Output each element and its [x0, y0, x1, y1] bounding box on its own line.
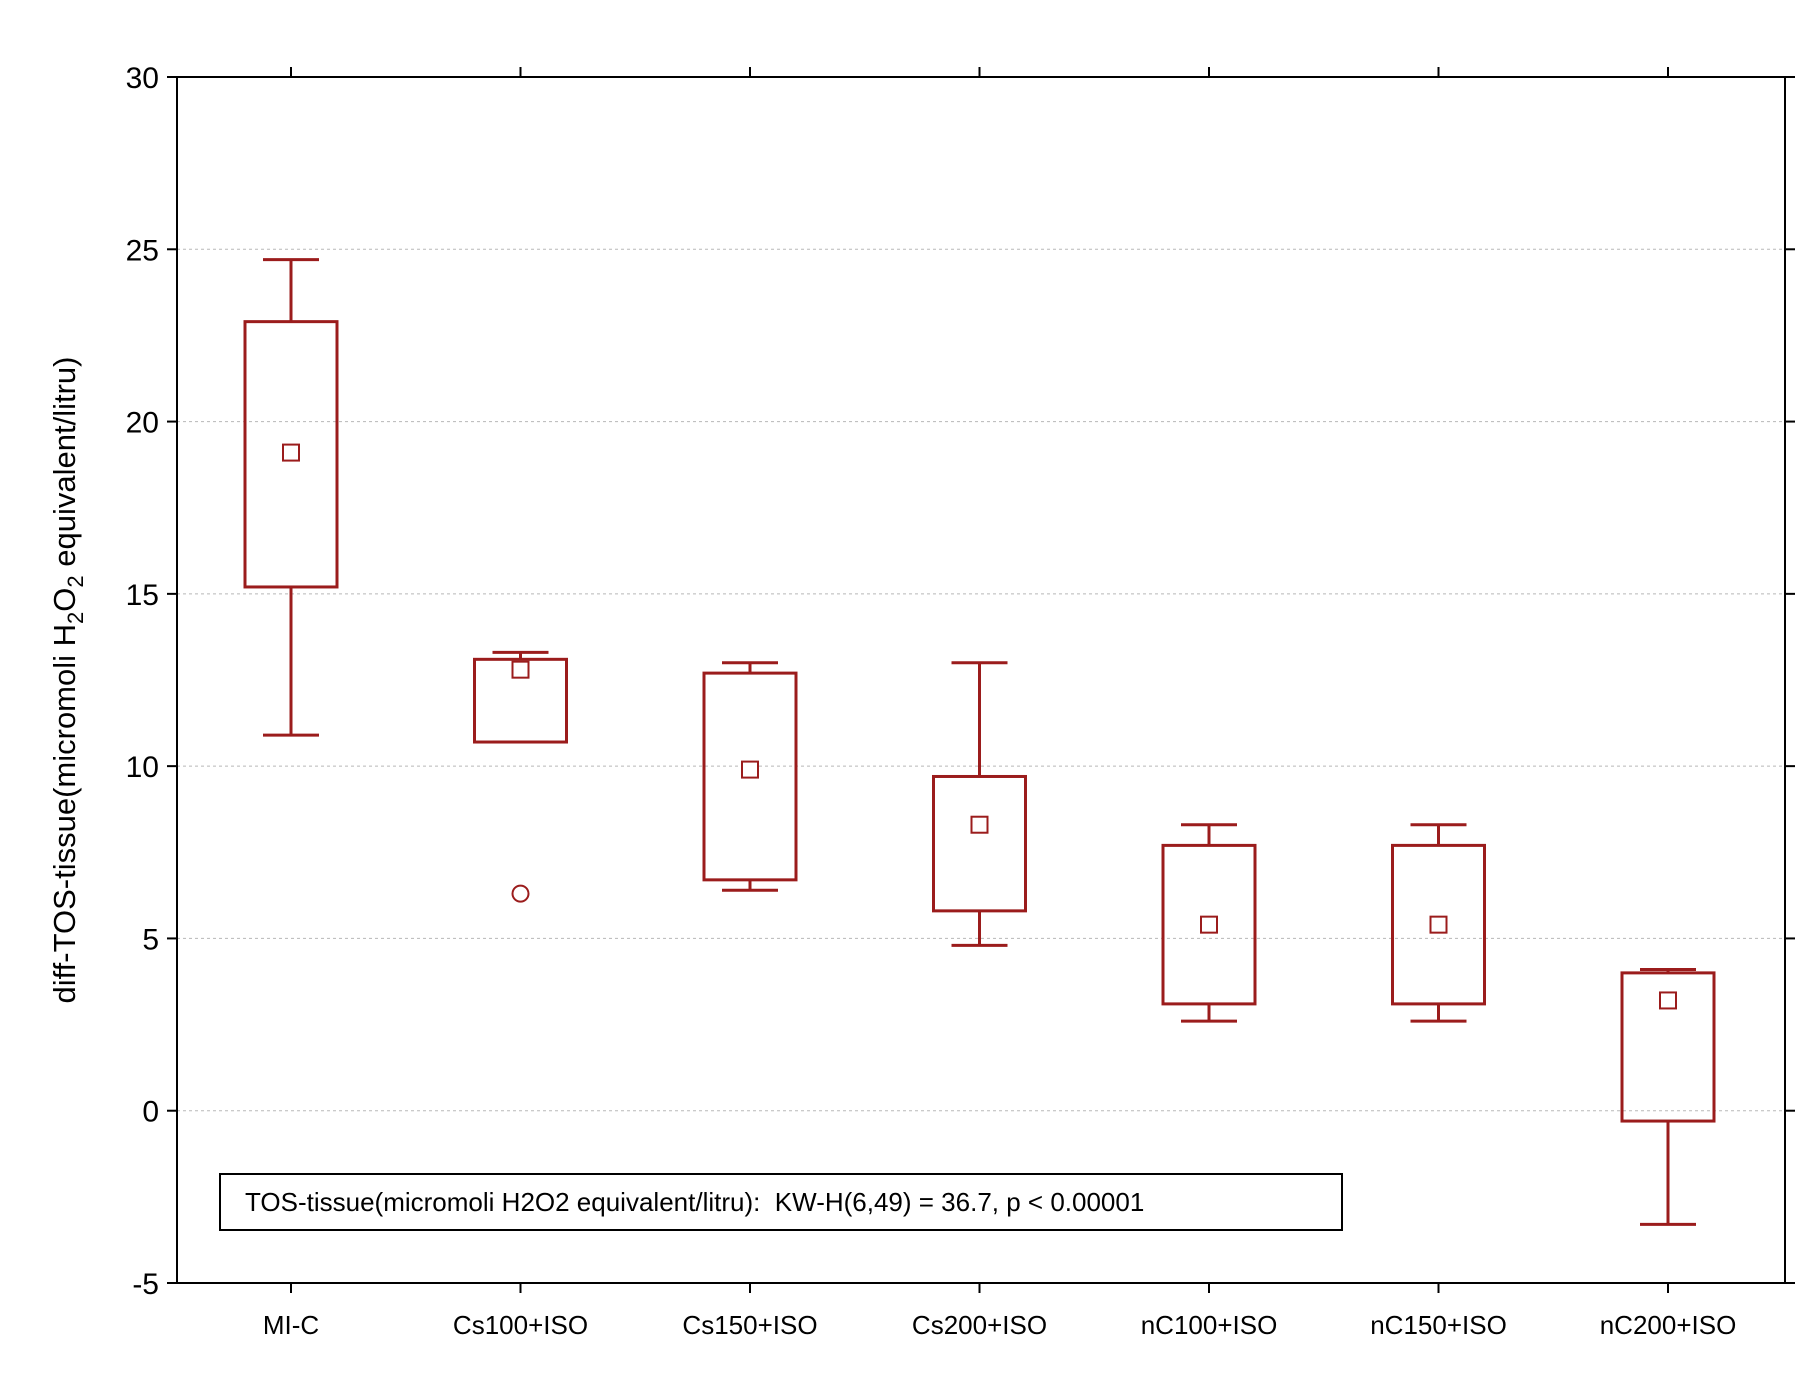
x-tick-label: MI-C — [263, 1310, 319, 1340]
box-group — [702, 661, 798, 892]
y-tick-label: 10 — [126, 751, 159, 784]
median-marker — [1200, 915, 1218, 934]
median-marker — [970, 815, 989, 834]
box-group — [1161, 823, 1257, 1023]
box-group — [473, 650, 568, 903]
y-axis-label-sub1: 2 — [63, 612, 88, 624]
median-marker — [1659, 991, 1677, 1010]
outlier-point — [511, 884, 530, 903]
x-tick-label: Cs200+ISO — [912, 1310, 1047, 1340]
x-tick-label: Cs150+ISO — [682, 1310, 817, 1340]
median-marker — [282, 443, 300, 462]
y-tick-label: -5 — [132, 1268, 159, 1301]
y-axis: -5 0 5 10 15 20 25 30 — [126, 62, 1795, 1301]
median-marker — [741, 760, 759, 779]
iqr-box — [473, 657, 568, 744]
iqr-box — [702, 671, 798, 882]
y-axis-label-mid: O — [47, 588, 82, 612]
box-group — [243, 258, 339, 737]
y-tick-label: 5 — [142, 923, 159, 956]
y-axis-label: diff-TOS-tissue(micromoli H2O2 equivalen… — [47, 357, 88, 1004]
iqr-box — [243, 320, 339, 589]
x-tick-label: nC100+ISO — [1141, 1310, 1278, 1340]
x-tick-label: nC150+ISO — [1370, 1310, 1507, 1340]
median-marker — [1429, 915, 1448, 934]
y-axis-label-suffix: equivalent/litru) — [47, 357, 82, 576]
y-tick-label: 20 — [126, 407, 159, 440]
y-axis-label-prefix: diff-TOS-tissue(micromoli H — [47, 624, 82, 1004]
box-plot-marks — [243, 258, 1716, 1226]
y-tick-label: 15 — [126, 579, 159, 612]
box-group — [932, 661, 1027, 947]
iqr-box — [932, 774, 1027, 913]
iqr-box — [1161, 843, 1257, 1006]
y-tick-label: 30 — [126, 62, 159, 95]
x-tick-label: nC200+ISO — [1600, 1310, 1737, 1340]
x-axis: MI-C Cs100+ISO Cs150+ISO Cs200+ISO nC100+ISO… — [263, 67, 1736, 1340]
box-group — [1391, 823, 1486, 1023]
median-marker — [511, 660, 530, 679]
x-tick-label: Cs100+ISO — [453, 1310, 588, 1340]
iqr-box — [1391, 843, 1486, 1006]
y-tick-label: 0 — [142, 1096, 159, 1129]
annotation-text: TOS-tissue(micromoli H2O2 equivalent/lit… — [245, 1187, 1144, 1217]
y-axis-label-sub2: 2 — [63, 575, 88, 587]
y-tick-label: 25 — [126, 234, 159, 267]
plot-frame — [176, 76, 1786, 1284]
annotation-frame — [219, 1173, 1343, 1231]
iqr-box — [1620, 971, 1716, 1123]
box-group — [1620, 967, 1716, 1226]
annotation-box: TOS-tissue(micromoli H2O2 equivalent/lit… — [219, 1173, 1343, 1231]
